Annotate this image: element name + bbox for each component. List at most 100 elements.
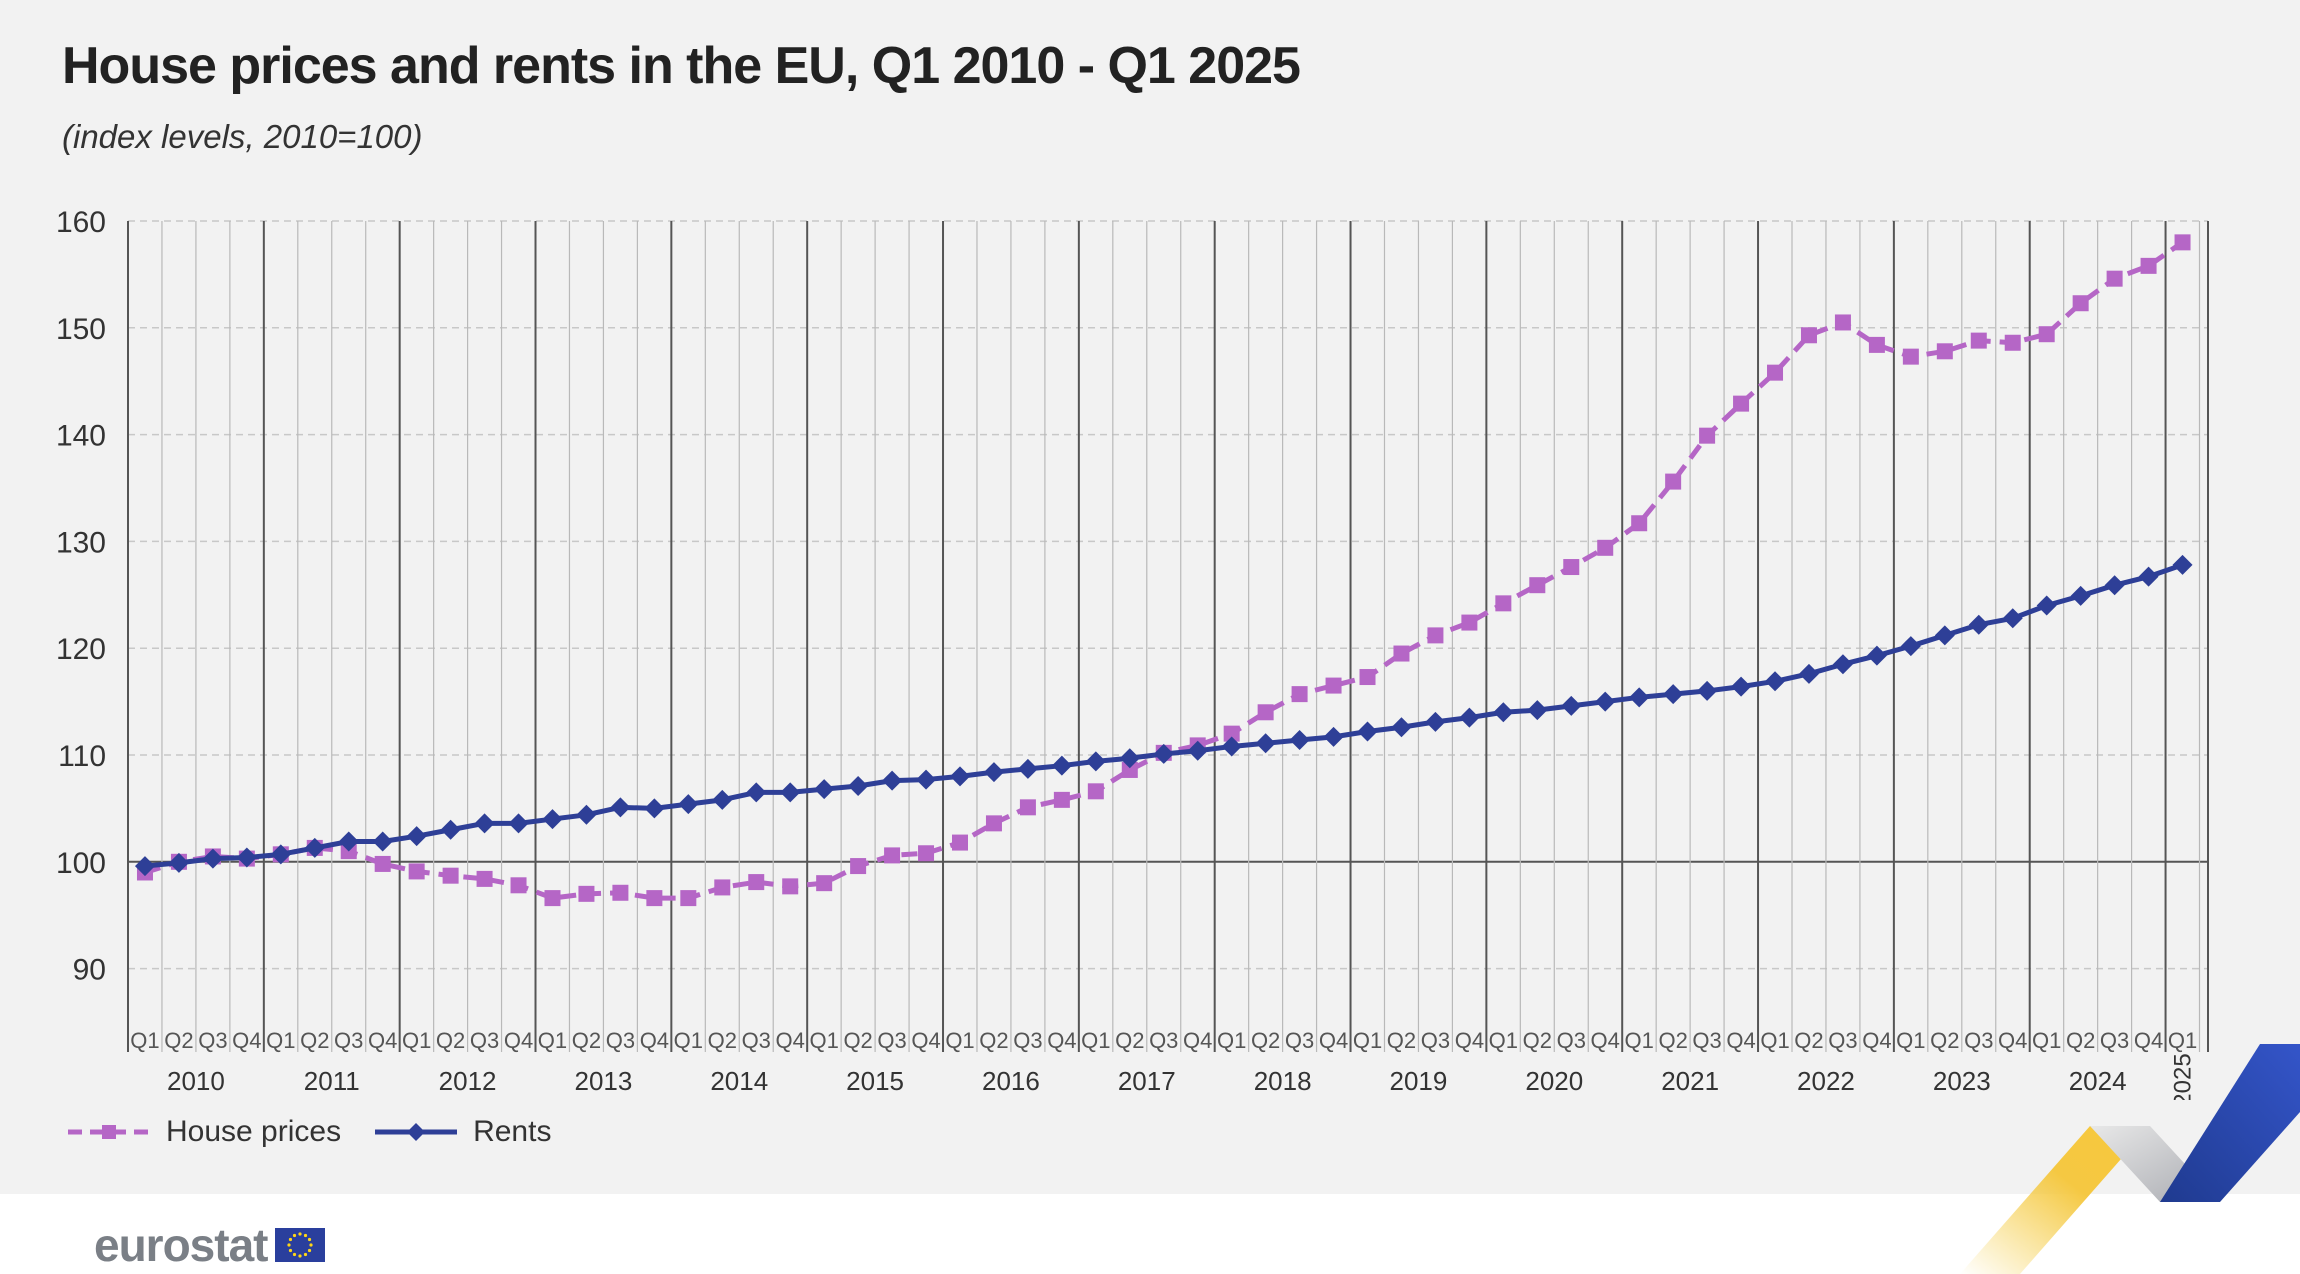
house-prices-point: [442, 867, 459, 884]
legend: House prices Rents: [64, 1112, 581, 1152]
rents-point: [1934, 625, 1955, 646]
quarter-tick-label: Q4: [1183, 1028, 1212, 1053]
y-tick-label: 160: [56, 206, 106, 239]
house-prices-point: [1834, 314, 1851, 331]
chart-panel: [0, 0, 2300, 1194]
rents-point: [2138, 566, 2159, 587]
rents-point: [236, 847, 257, 868]
quarter-tick-label: Q4: [1591, 1028, 1620, 1053]
year-tick-label: 2022: [1797, 1066, 1855, 1096]
house-prices-point: [1019, 799, 1036, 816]
flag-star: [304, 1233, 308, 1238]
rents-point: [2002, 608, 2023, 629]
quarter-tick-label: Q4: [1726, 1028, 1755, 1053]
quarter-tick-label: Q4: [232, 1028, 261, 1053]
year-tick-label: 2012: [439, 1066, 497, 1096]
quarter-tick-label: Q1: [130, 1028, 159, 1053]
eu-flag-icon: [275, 1228, 326, 1262]
rents-point: [1527, 700, 1548, 721]
quarter-tick-label: Q2: [843, 1028, 872, 1053]
house-prices-point: [1257, 704, 1274, 721]
quarter-tick-label: Q4: [368, 1028, 397, 1053]
rents-point: [2070, 585, 2091, 606]
house-prices-point: [748, 874, 765, 891]
y-tick-label: 90: [73, 954, 106, 987]
year-tick-label: 2016: [982, 1066, 1040, 1096]
house-prices-point: [2140, 257, 2157, 274]
rents-point: [576, 804, 597, 825]
rents-point: [406, 826, 427, 847]
legend-item-house-prices[interactable]: House prices: [64, 1115, 341, 1149]
decorative-corner-graphic: [1960, 1044, 2300, 1274]
rents-point: [746, 782, 767, 803]
quarter-tick-label: Q4: [504, 1028, 533, 1053]
quarter-tick-label: Q4: [1047, 1028, 1076, 1053]
house-prices-point: [1665, 473, 1682, 490]
rents-point: [474, 813, 495, 834]
house-prices-point: [985, 815, 1002, 832]
flag-star: [304, 1252, 308, 1257]
quarter-tick-label: Q4: [640, 1028, 669, 1053]
rents-point: [848, 775, 869, 796]
house-prices-point: [510, 877, 527, 894]
quarter-tick-label: Q2: [708, 1028, 737, 1053]
quarter-tick-label: Q1: [945, 1028, 974, 1053]
quarter-tick-label: Q3: [1013, 1028, 1042, 1053]
rents-point: [950, 766, 970, 787]
rents-point: [1798, 663, 1819, 684]
quarter-tick-label: Q2: [300, 1028, 329, 1053]
house-prices-point: [1291, 686, 1308, 703]
rents-legend-swatch: [375, 1123, 458, 1141]
house-prices-point: [1563, 559, 1580, 576]
year-tick-label: 2024: [2069, 1066, 2127, 1096]
house-prices-point: [1699, 427, 1716, 444]
rents-point: [2172, 554, 2193, 575]
rents-point: [508, 813, 529, 834]
rents-point: [1866, 645, 1887, 666]
quarter-tick-label: Q3: [198, 1028, 227, 1053]
rents-point: [270, 844, 291, 865]
quarter-tick-label: Q3: [1285, 1028, 1314, 1053]
year-tick-label: 2010: [167, 1066, 225, 1096]
house-prices-point: [2106, 270, 2123, 287]
chart-title: House prices and rents in the EU, Q1 201…: [62, 37, 1301, 95]
quarter-tick-label: Q2: [164, 1028, 193, 1053]
y-tick-label: 110: [58, 740, 106, 773]
quarter-tick-label: Q2: [436, 1028, 465, 1053]
rents-point: [2104, 575, 2125, 596]
rents-point: [1459, 707, 1480, 728]
quarter-tick-label: Q3: [1828, 1028, 1857, 1053]
house-prices-point: [646, 890, 663, 907]
quarter-tick-label: Q3: [1692, 1028, 1721, 1053]
house-prices-point: [1529, 577, 1546, 594]
house-prices-point: [1495, 595, 1512, 612]
rents-point: [440, 819, 461, 840]
quarter-tick-label: Q2: [1658, 1028, 1687, 1053]
rents-point: [304, 837, 325, 858]
house-prices-point: [1427, 627, 1444, 644]
rents-point: [1357, 721, 1378, 742]
quarter-tick-label: Q3: [1149, 1028, 1178, 1053]
house-prices-point: [850, 858, 867, 875]
y-tick-label: 140: [56, 420, 106, 453]
rents-point: [1221, 736, 1242, 757]
rents-point: [1697, 680, 1718, 701]
house-prices-point: [374, 855, 391, 872]
rents-point: [1663, 684, 1684, 705]
year-tick-label: 2015: [846, 1066, 904, 1096]
rents-point: [814, 779, 835, 800]
rents-point: [1119, 748, 1140, 769]
year-tick-label: 2018: [1254, 1066, 1312, 1096]
quarter-tick-label: Q1: [1081, 1028, 1110, 1053]
house-prices-point: [816, 875, 833, 892]
rents-point: [610, 797, 631, 818]
flag-star: [308, 1237, 312, 1242]
quarter-tick-label: Q2: [1387, 1028, 1416, 1053]
year-tick-label: 2023: [1933, 1066, 1991, 1096]
flag-star: [298, 1232, 303, 1236]
legend-item-rents[interactable]: Rents: [371, 1115, 551, 1149]
house-prices-point: [612, 884, 629, 901]
house-prices-point: [476, 870, 493, 887]
quarter-tick-label: Q1: [1896, 1028, 1925, 1053]
quarter-tick-label: Q1: [266, 1028, 295, 1053]
